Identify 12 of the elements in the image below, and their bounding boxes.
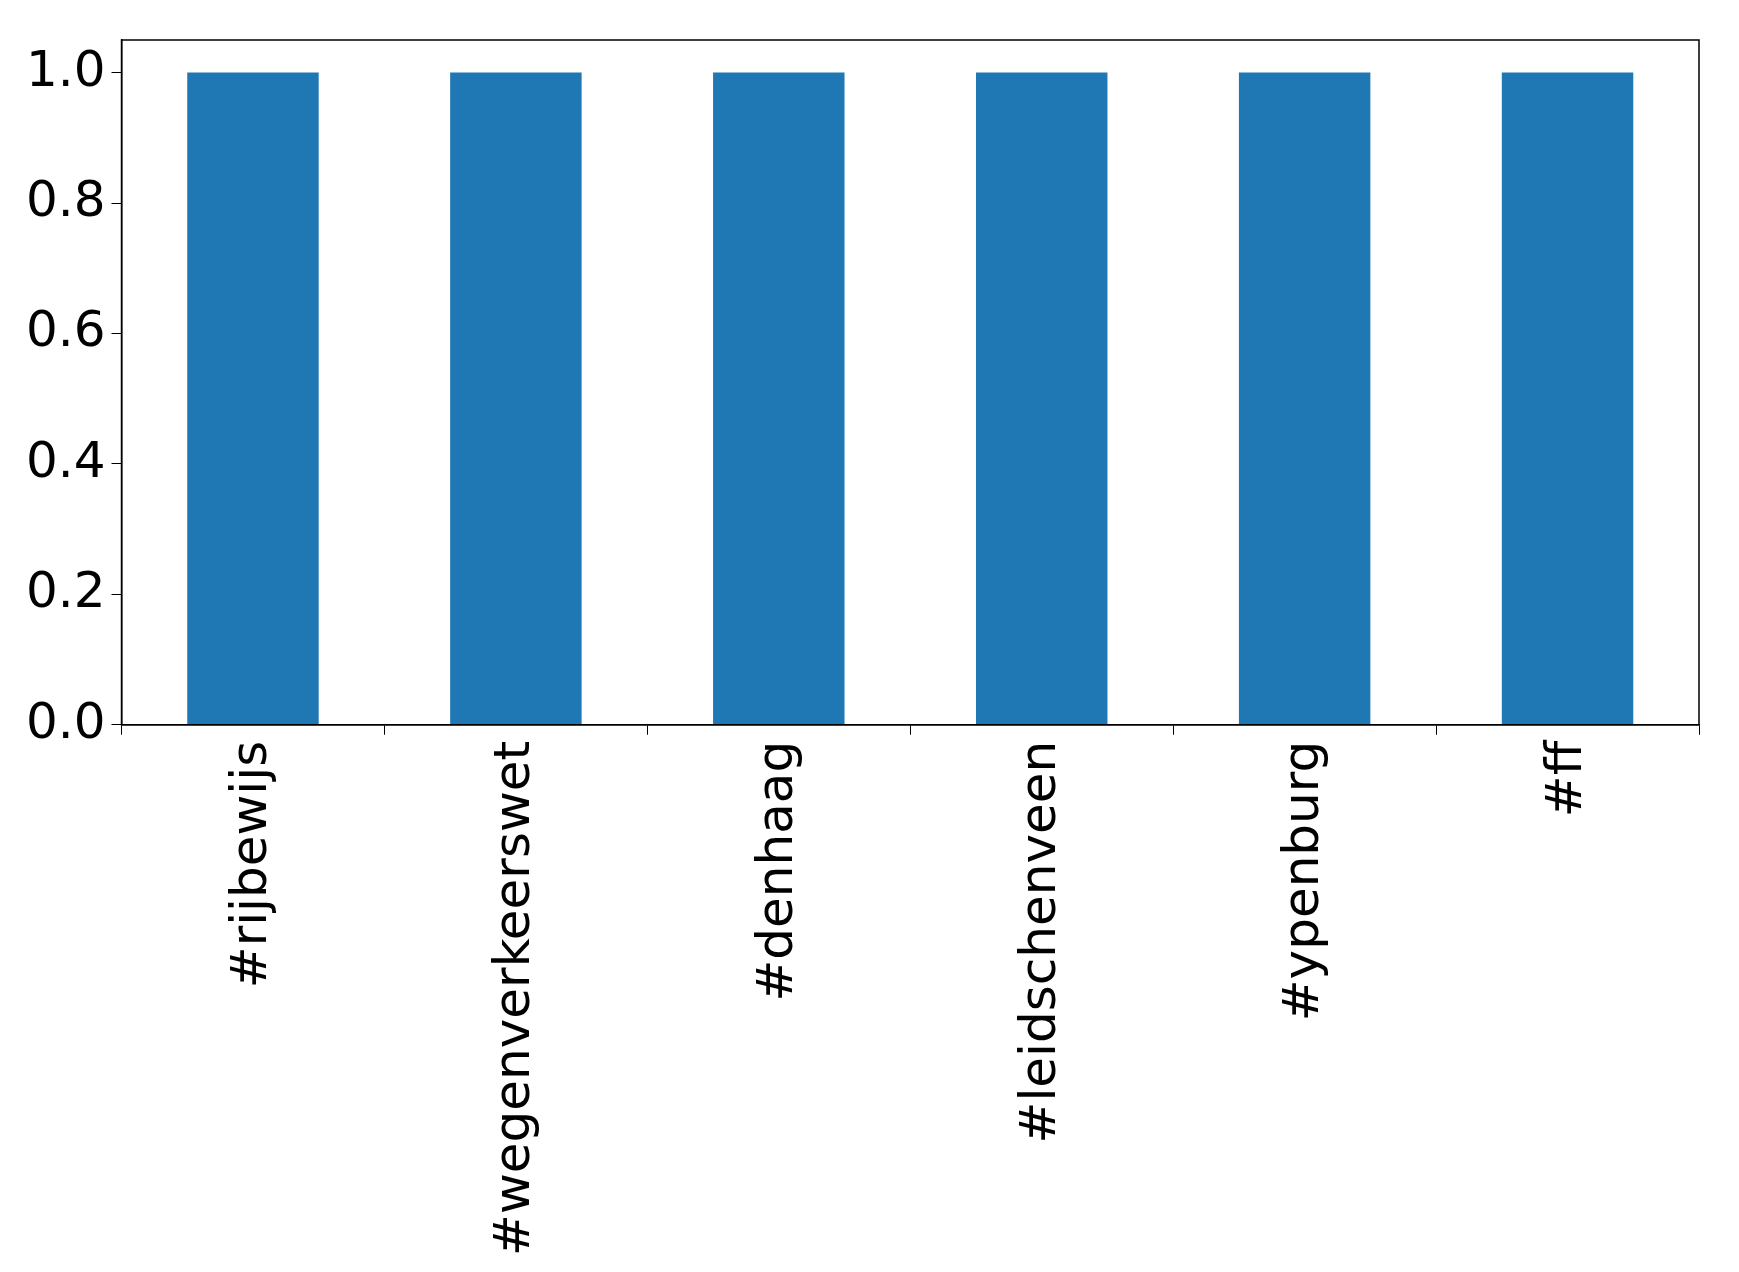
y-tick-label: 0.0	[25, 691, 106, 750]
x-tick-label: #wegenverkeerswet	[482, 740, 541, 1257]
x-tick-label: #ypenburg	[1271, 740, 1330, 1022]
x-tick-label: #ff	[1534, 739, 1593, 818]
y-tick-label: 0.6	[25, 300, 106, 359]
x-tick-label: #leidschenveen	[1008, 740, 1067, 1144]
x-tick-label: #denhaag	[745, 740, 804, 1002]
x-tick-label: #rijbewijs	[219, 740, 278, 989]
y-tick-label: 0.8	[25, 170, 106, 229]
y-tick-label: 0.4	[25, 430, 106, 489]
y-tick-label: 1.0	[25, 39, 106, 98]
y-tick-label: 0.2	[25, 561, 106, 620]
